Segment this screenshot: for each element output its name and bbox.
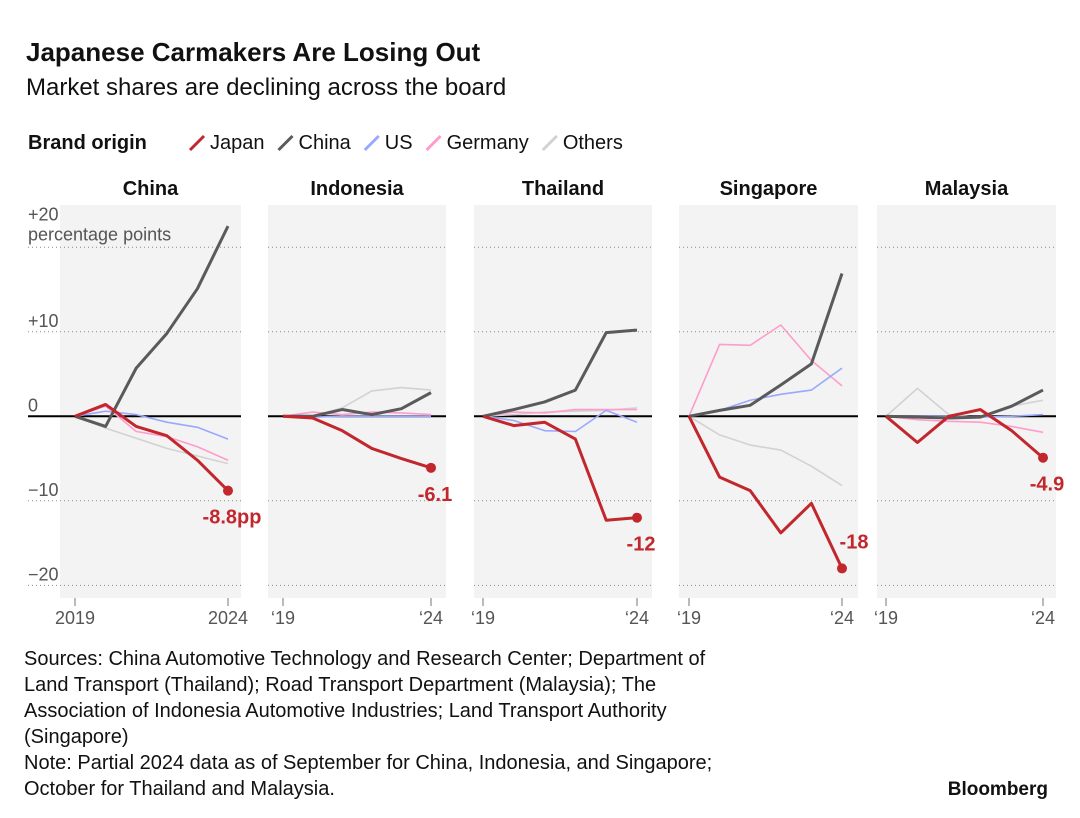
y-tick-label: +10 [28,311,59,331]
value-label: -4.9 [1030,474,1064,496]
series-line [74,410,229,440]
series-line [688,324,843,417]
series-line [482,408,637,418]
legend-swatch [188,134,206,152]
panel-title: Malaysia [925,178,1009,200]
end-point [223,485,233,496]
series-line [482,414,638,522]
panel-title: Thailand [522,178,604,200]
end-point [426,462,436,473]
footnote: (Singapore) [24,726,129,748]
value-label: -18 [840,531,869,553]
chart-title: Japanese Carmakers Are Losing Out [26,37,481,67]
x-tick-label: ‘24 [419,608,443,628]
panel-background [474,205,652,598]
footnote: October for Thailand and Malaysia. [24,778,335,800]
y-tick-label: 0 [28,395,38,415]
panel-background [679,205,858,598]
x-tick-label: ‘24 [830,608,854,628]
series-line [74,225,230,428]
legend-label: China [299,132,352,154]
footnote: Association of Indonesia Automotive Indu… [24,700,667,722]
series-line [688,415,843,487]
legend-swatch [541,134,558,152]
y-tick-label: +20 [28,204,59,224]
end-point [632,512,642,523]
panel-title: Singapore [720,178,818,200]
end-point [837,563,847,574]
series-line [74,402,230,492]
legend-swatch [425,134,442,152]
footnote: Sources: China Automotive Technology and… [24,648,706,670]
x-tick-label: ‘19 [677,608,701,628]
x-tick-label: ‘24 [1031,608,1055,628]
y-tick-label: −10 [28,480,59,500]
x-tick-label: ‘19 [874,608,898,628]
footnote: Note: Partial 2024 data as of September … [24,752,712,774]
series-line [282,414,432,470]
end-point [1038,452,1048,463]
series-line [688,272,844,418]
series-line [885,415,1044,434]
legend-label: Others [563,132,623,154]
value-label: -8.8pp [203,507,262,529]
x-tick-label: ‘19 [471,608,495,628]
y-axis-annotation: percentage points [28,224,171,244]
panel-title: China [123,178,179,200]
legend-label: US [385,132,413,154]
brand: Bloomberg [948,779,1048,800]
legend-label: Germany [447,132,529,154]
series-line [687,415,844,570]
legend-swatch [363,134,380,152]
value-label: -12 [627,534,656,556]
y-tick-label: −20 [28,564,59,584]
series-line [885,408,1044,459]
panel-title: Indonesia [310,178,404,200]
x-tick-label: ‘19 [271,608,295,628]
legend-label: Japan [210,132,265,154]
chart-subtitle: Market shares are declining across the b… [26,74,506,101]
value-label: -6.1 [418,484,452,506]
x-tick-label: 2019 [55,608,95,628]
panel-background [877,205,1056,598]
x-tick-label: ‘24 [625,608,649,628]
panel-background [60,205,241,598]
x-tick-label: 2024 [208,608,248,628]
legend-swatch [277,134,294,152]
panel-background [268,205,446,598]
footnote: Land Transport (Thailand); Road Transpor… [24,674,656,696]
series-line [482,328,638,418]
legend-title: Brand origin [28,132,147,154]
series-line [885,388,1044,420]
